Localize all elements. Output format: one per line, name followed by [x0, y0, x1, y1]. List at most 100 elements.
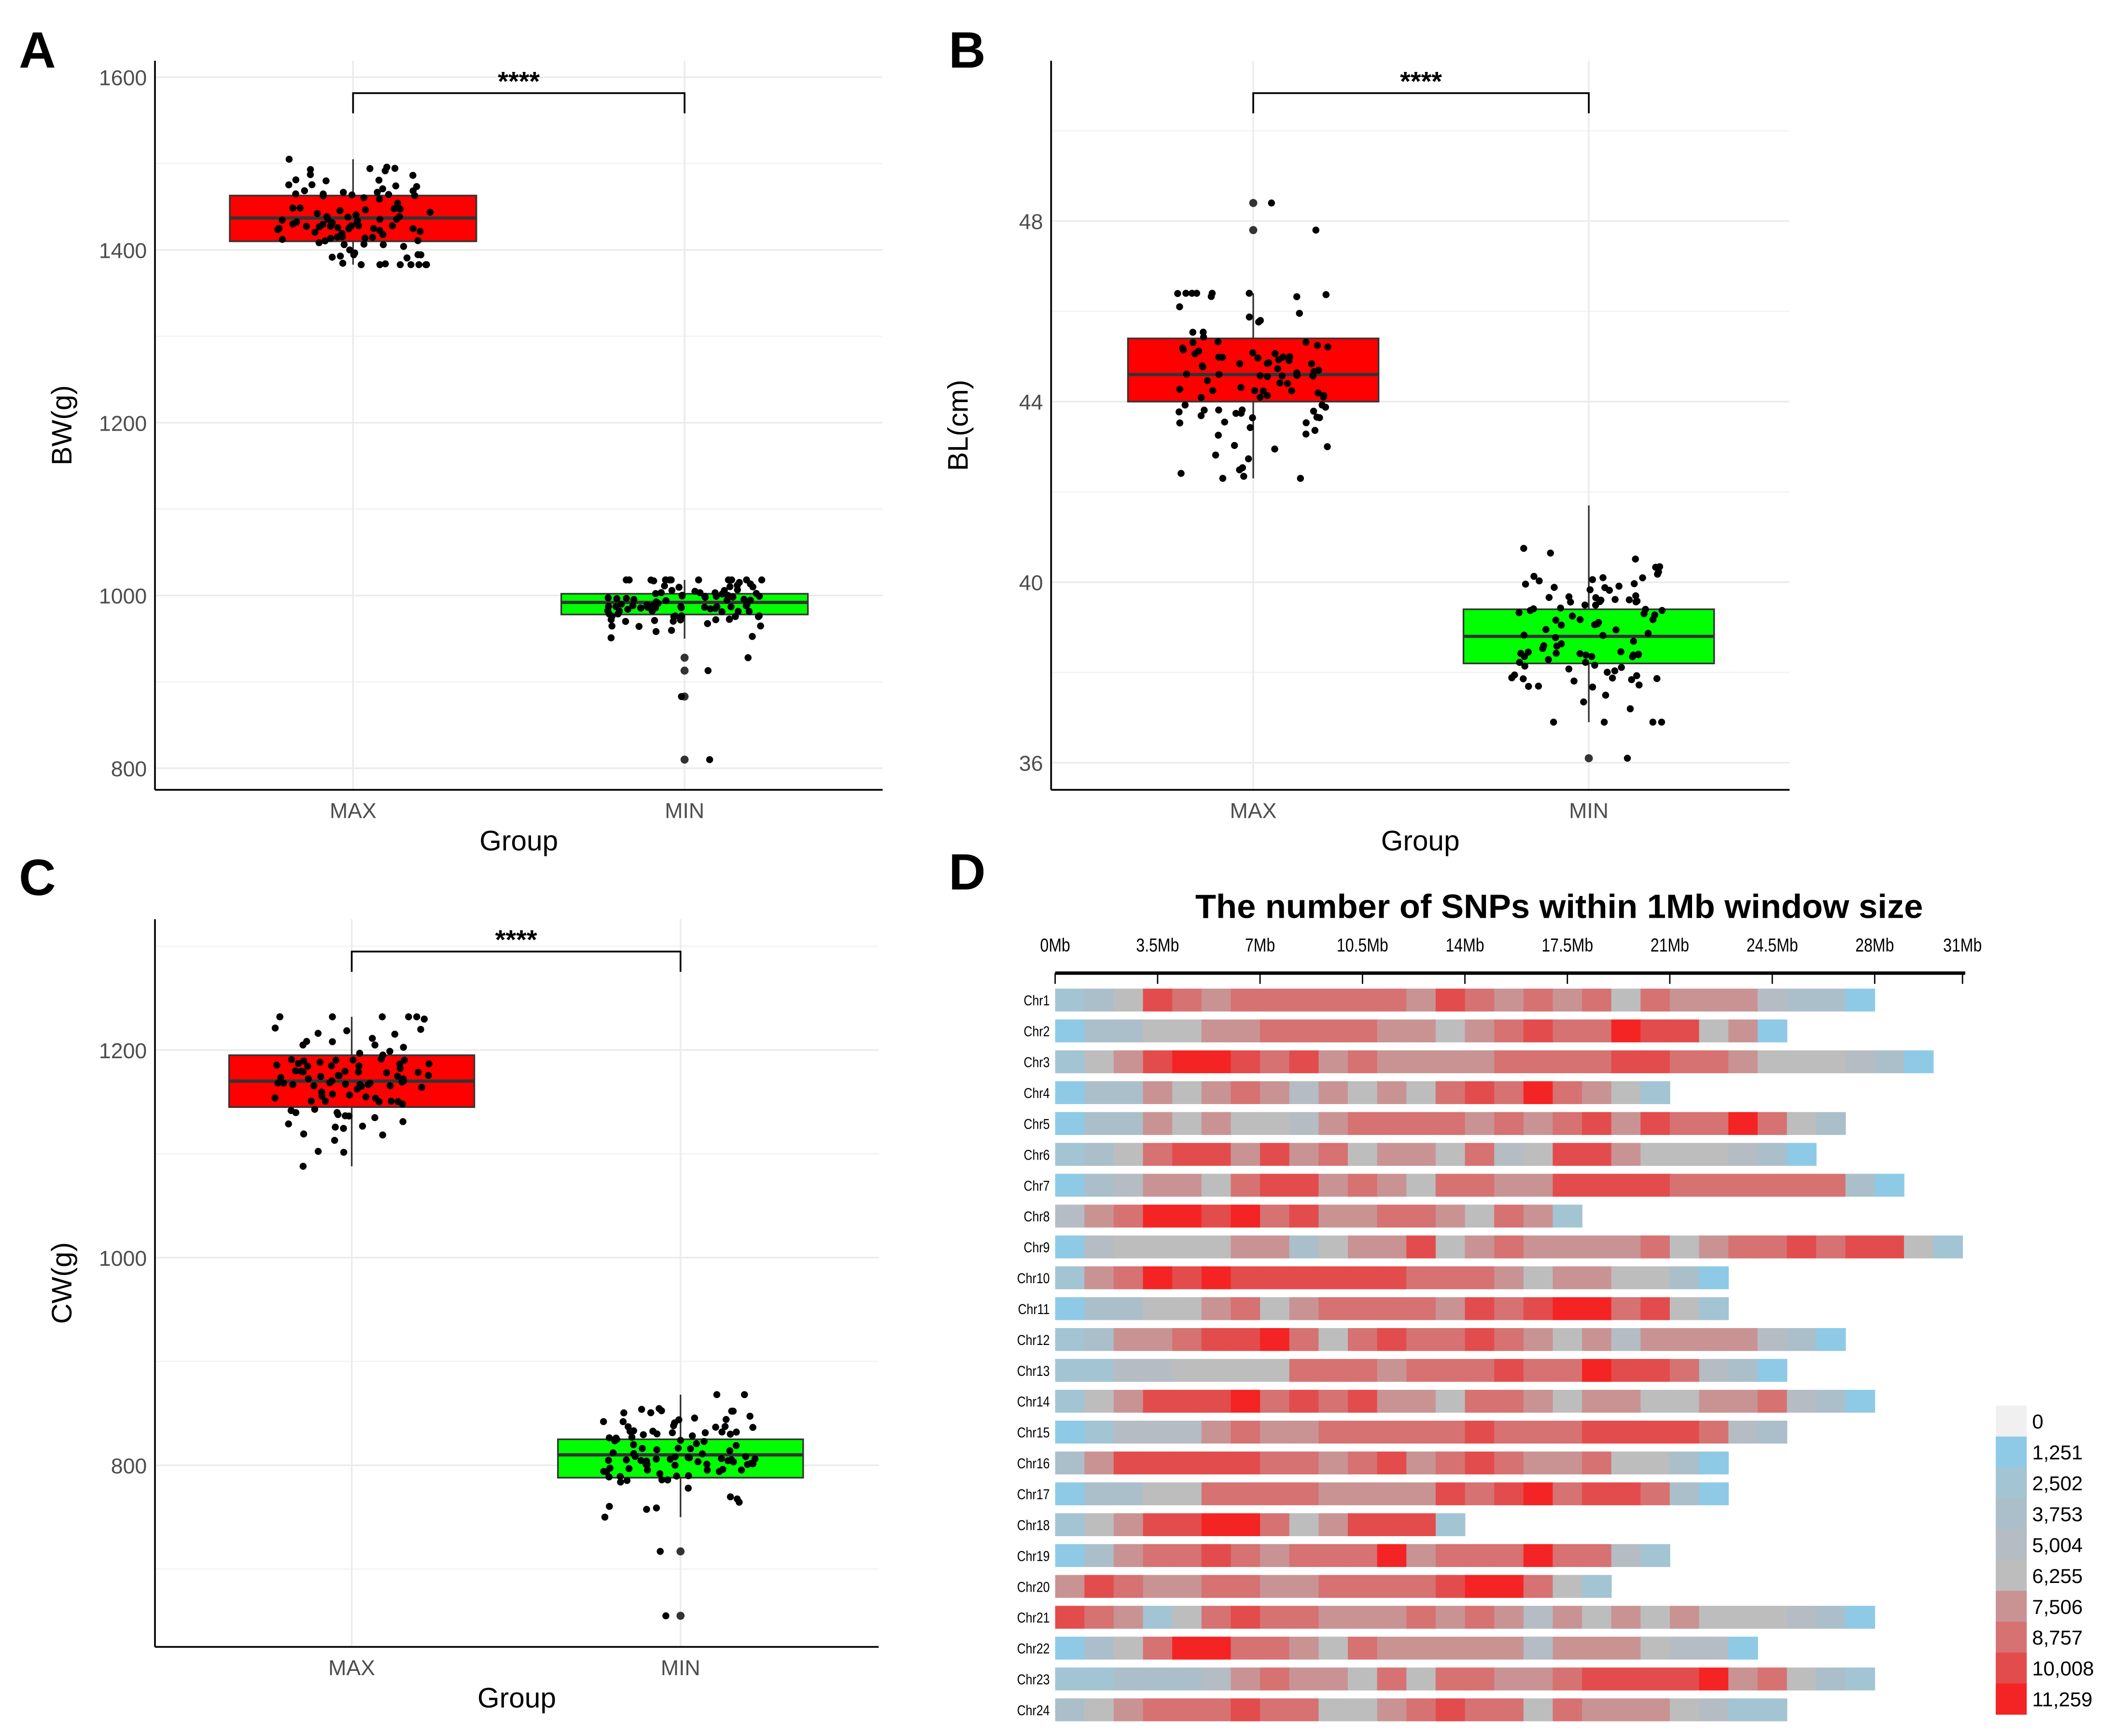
- data-point: [1520, 631, 1528, 639]
- heatmap-cell: [1377, 1482, 1407, 1506]
- heatmap-cell: [1289, 1235, 1319, 1259]
- data-point: [1547, 549, 1554, 557]
- heatmap-cell: [1348, 1389, 1378, 1413]
- heatmap-cell: [1084, 988, 1114, 1012]
- heatmap-cell: [1113, 1544, 1144, 1567]
- data-point: [1535, 682, 1542, 690]
- chromosome-label: Chr12: [1017, 1332, 1050, 1348]
- heatmap-cell: [1699, 1266, 1729, 1289]
- heatmap-cell: [1523, 1637, 1553, 1660]
- heatmap-cell: [1523, 1482, 1553, 1506]
- heatmap-cell: [1494, 1358, 1524, 1382]
- heatmap-cell: [1348, 1050, 1378, 1074]
- heatmap-cell: [1318, 1143, 1348, 1166]
- heatmap-cell: [1640, 1698, 1670, 1722]
- data-point: [1179, 344, 1187, 352]
- heatmap-cell: [1787, 1328, 1817, 1351]
- heatmap-cell: [1406, 1420, 1436, 1444]
- data-point: [362, 1093, 370, 1101]
- data-point: [628, 1433, 636, 1441]
- heatmap-cell: [1640, 1328, 1670, 1351]
- heatmap-cell: [1406, 1174, 1436, 1197]
- heatmap-cell: [1377, 1050, 1407, 1074]
- data-point: [340, 241, 348, 248]
- heatmap-cell: [1084, 1266, 1114, 1289]
- heatmap-cell: [1875, 1050, 1904, 1074]
- x-tick-label: 17.5Mb: [1541, 935, 1593, 956]
- data-point: [375, 177, 383, 184]
- data-point: [417, 251, 425, 259]
- data-point: [342, 1080, 350, 1088]
- data-point: [328, 253, 336, 261]
- heatmap-cell: [1113, 1235, 1144, 1259]
- heatmap-cell: [1757, 1235, 1788, 1259]
- data-point: [1308, 360, 1315, 367]
- heatmap-cell: [1435, 1698, 1466, 1722]
- chromosome-label: Chr15: [1017, 1425, 1050, 1441]
- data-point: [643, 1506, 650, 1513]
- heatmap-cell: [1845, 1050, 1875, 1074]
- data-point: [701, 603, 708, 611]
- heatmap-cell: [1084, 1328, 1114, 1351]
- data-point: [1551, 584, 1558, 591]
- heatmap-cell: [1201, 1050, 1231, 1074]
- data-point: [1176, 303, 1183, 310]
- heatmap-cell: [1172, 1328, 1202, 1351]
- chromosome-label: Chr17: [1017, 1486, 1050, 1502]
- data-point: [1630, 638, 1637, 645]
- data-point: [296, 204, 304, 212]
- data-point: [407, 261, 415, 268]
- heatmap-cell: [1640, 1667, 1670, 1691]
- heatmap-cell: [1084, 1358, 1114, 1382]
- y-tick-label: 48: [1019, 210, 1043, 234]
- data-point: [328, 1062, 335, 1070]
- heatmap-cell: [1172, 1698, 1202, 1722]
- heatmap-cell: [1172, 1389, 1202, 1413]
- data-point: [401, 1056, 408, 1064]
- data-point: [644, 1466, 651, 1474]
- data-point: [1201, 406, 1208, 414]
- heatmap-cell: [1113, 1482, 1144, 1506]
- heatmap-cell: [1845, 988, 1875, 1012]
- heatmap-cell: [1611, 1297, 1641, 1320]
- data-point: [699, 1450, 706, 1457]
- heatmap-cell: [1640, 1358, 1670, 1382]
- heatmap-cell: [1260, 1420, 1290, 1444]
- heatmap-cell: [1172, 1513, 1202, 1537]
- legend-swatch: [1996, 1652, 2027, 1684]
- data-point: [635, 623, 643, 630]
- heatmap-cell: [1640, 1637, 1670, 1660]
- data-point: [359, 1122, 366, 1130]
- data-point: [1625, 596, 1633, 603]
- data-point: [1199, 363, 1206, 371]
- heatmap-cell: [1757, 1328, 1788, 1351]
- heatmap-cell: [1201, 1112, 1231, 1135]
- data-point: [644, 1461, 651, 1469]
- data-point: [732, 613, 739, 620]
- chromosome-label: Chr23: [1017, 1671, 1050, 1687]
- data-point: [625, 1465, 633, 1472]
- heatmap-cell: [1494, 988, 1524, 1012]
- heatmap-cell: [1172, 1637, 1202, 1660]
- heatmap-cell: [1172, 1143, 1202, 1166]
- heatmap-cell: [1406, 1266, 1436, 1289]
- heatmap-cell: [1260, 1235, 1290, 1259]
- data-point: [1600, 718, 1608, 726]
- chromosome-row: Chr4: [1024, 1081, 1670, 1105]
- heatmap-cell: [1113, 1637, 1144, 1660]
- data-point: [1536, 577, 1543, 585]
- data-point: [355, 1062, 363, 1070]
- heatmap-cell: [1465, 1544, 1495, 1567]
- heatmap-cell: [1406, 1050, 1436, 1074]
- data-point: [639, 1445, 646, 1452]
- data-point: [314, 1148, 322, 1155]
- data-point: [1588, 653, 1595, 660]
- heatmap-cell: [1377, 1698, 1407, 1722]
- heatmap-cell: [1494, 1544, 1524, 1567]
- chromosome-label: Chr13: [1017, 1363, 1050, 1379]
- heatmap-cell: [1201, 1019, 1231, 1043]
- data-point: [361, 234, 369, 242]
- data-point: [630, 596, 638, 603]
- heatmap-cell: [1260, 1513, 1290, 1537]
- heatmap-cell: [1055, 1112, 1085, 1135]
